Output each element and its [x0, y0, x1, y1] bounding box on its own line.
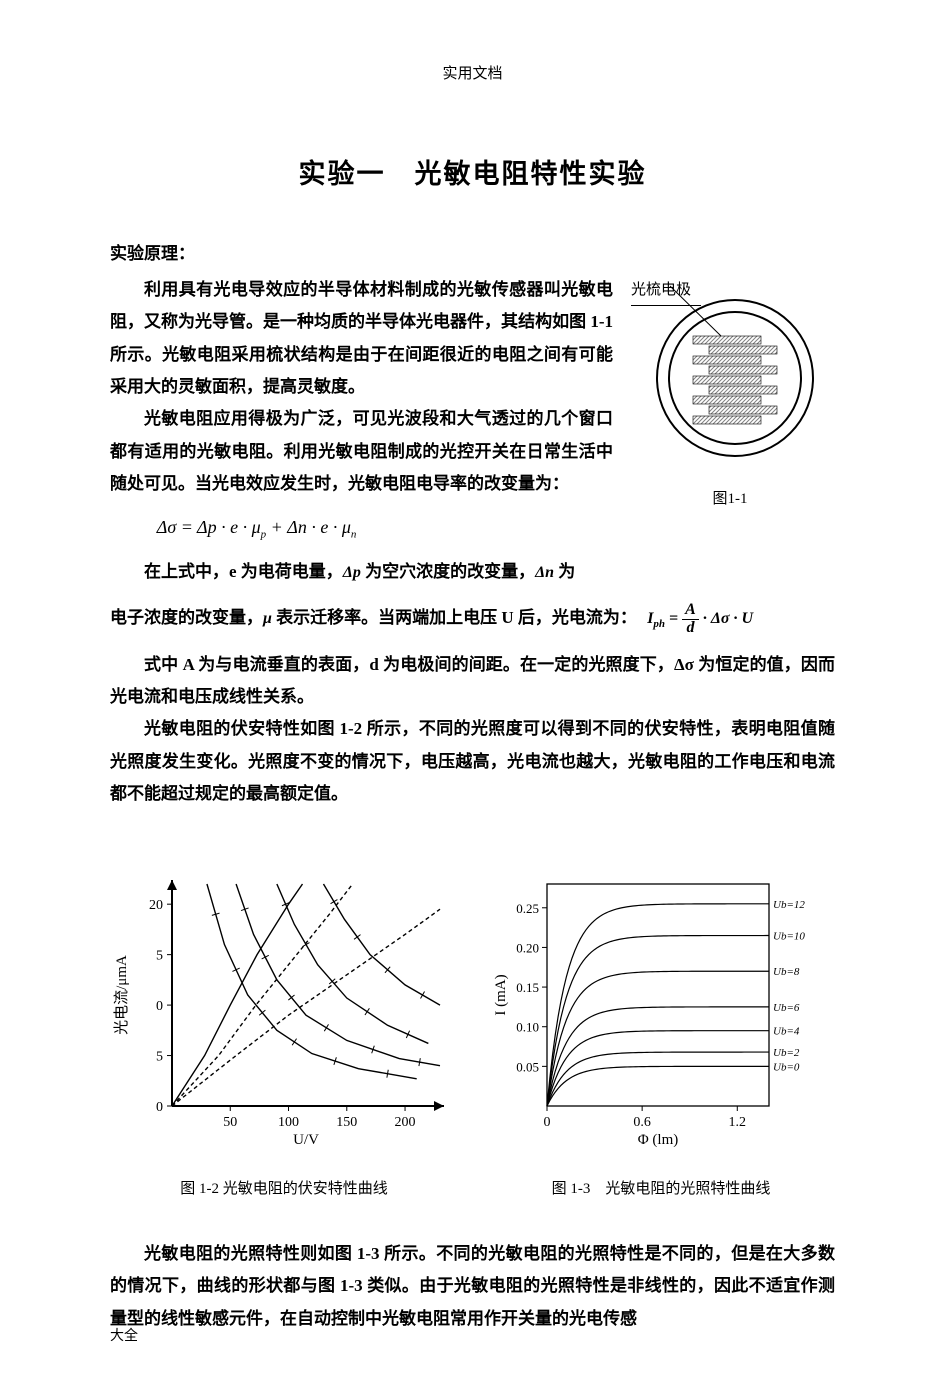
figure-1-1: 光梳电极 图1-1 — [625, 278, 835, 514]
svg-text:0.20: 0.20 — [516, 941, 539, 956]
svg-text:0.05: 0.05 — [516, 1059, 539, 1074]
formula-delta-sigma: Δσ = Δp · e · μp + Δn · e · μn — [157, 510, 835, 545]
para3-b: 为空穴浓度的改变量， — [361, 562, 535, 581]
para4-b: 表示迁移率。当两端加上电压 U 后，光电流为： — [272, 608, 637, 627]
svg-text:I (mA): I (mA) — [493, 975, 509, 1016]
svg-text:0: 0 — [544, 1115, 551, 1130]
paragraph-4: 电子浓度的改变量，μ 表示迁移率。当两端加上电压 U 后，光电流为： Iph =… — [110, 602, 835, 637]
section-heading: 实验原理： — [110, 238, 835, 270]
figure-1-2: 50100150200050520U/V光电流/μmA 图 1-2 光敏电阻的伏… — [110, 870, 458, 1204]
page-title: 实验一 光敏电阻特性实验 — [110, 149, 835, 200]
svg-text:1.2: 1.2 — [729, 1115, 747, 1130]
svg-text:Φ (lm): Φ (lm) — [638, 1132, 679, 1148]
svg-text:100: 100 — [278, 1115, 299, 1130]
svg-text:Ub=12: Ub=12 — [773, 899, 805, 911]
para3-c: 为 — [554, 562, 575, 581]
charts-row: 50100150200050520U/V光电流/μmA 图 1-2 光敏电阻的伏… — [110, 870, 835, 1204]
svg-text:0: 0 — [156, 999, 163, 1014]
svg-text:0.10: 0.10 — [516, 1020, 539, 1035]
svg-text:Ub=4: Ub=4 — [773, 1026, 800, 1038]
figure-1-3-caption: 图 1-3 光敏电阻的光照特性曲线 — [487, 1175, 835, 1204]
svg-text:0: 0 — [156, 1100, 163, 1115]
svg-text:Ub=8: Ub=8 — [773, 966, 800, 978]
svg-text:5: 5 — [156, 949, 163, 964]
svg-text:光电流/μmA: 光电流/μmA — [113, 955, 130, 1035]
doc-header: 实用文档 — [110, 60, 835, 89]
figure-1-2-caption: 图 1-2 光敏电阻的伏安特性曲线 — [110, 1175, 458, 1204]
svg-text:Ub=2: Ub=2 — [773, 1047, 800, 1059]
svg-text:0.6: 0.6 — [633, 1115, 651, 1130]
svg-text:200: 200 — [395, 1115, 416, 1130]
illumination-characteristic-chart: 0 0.6 1.2 0.05 0.10 0.15 0.20 0.25 Φ (lm) I (mA) U… — [487, 870, 827, 1150]
paragraph-7: 光敏电阻的光照特性则如图 1-3 所示。不同的光敏电阻的光照特性是不同的，但是在… — [110, 1238, 835, 1335]
svg-text:Ub=6: Ub=6 — [773, 1002, 800, 1014]
svg-text:50: 50 — [223, 1115, 237, 1130]
paragraph-3: 在上式中，e 为电荷电量，Δp 为空穴浓度的改变量，Δn 为 — [110, 556, 835, 588]
figure-1-3: 0 0.6 1.2 0.05 0.10 0.15 0.20 0.25 Φ (lm) I (mA) U… — [487, 870, 835, 1204]
paragraph-5: 式中 A 为与电流垂直的表面，d 为电极间的间距。在一定的光照度下，Δσ 为恒定… — [110, 649, 835, 714]
svg-text:U/V: U/V — [293, 1132, 319, 1148]
page: 实用文档 实验一 光敏电阻特性实验 实验原理： 光梳电极 图1-1 利用具有光电… — [0, 0, 945, 1375]
figure-1-1-caption: 图1-1 — [625, 485, 835, 514]
svg-text:0.15: 0.15 — [516, 980, 539, 995]
svg-text:5: 5 — [156, 1050, 163, 1065]
doc-footer: 大全 — [110, 1324, 138, 1351]
svg-text:150: 150 — [336, 1115, 357, 1130]
para3-a: 在上式中，e 为电荷电量， — [144, 562, 343, 581]
paragraph-6: 光敏电阻的伏安特性如图 1-2 所示，不同的光照度可以得到不同的伏安特性，表明电… — [110, 713, 835, 810]
iv-characteristic-chart: 50100150200050520U/V光电流/μmA — [110, 870, 450, 1150]
para4-a: 电子浓度的改变量， — [110, 608, 263, 627]
svg-text:Ub=10: Ub=10 — [773, 931, 805, 943]
figure-1-1-label: 光梳电极 — [631, 276, 701, 306]
svg-text:20: 20 — [149, 898, 163, 913]
comb-electrode-diagram — [635, 278, 825, 468]
svg-text:Ub=0: Ub=0 — [773, 1061, 800, 1073]
svg-text:0.25: 0.25 — [516, 901, 539, 916]
